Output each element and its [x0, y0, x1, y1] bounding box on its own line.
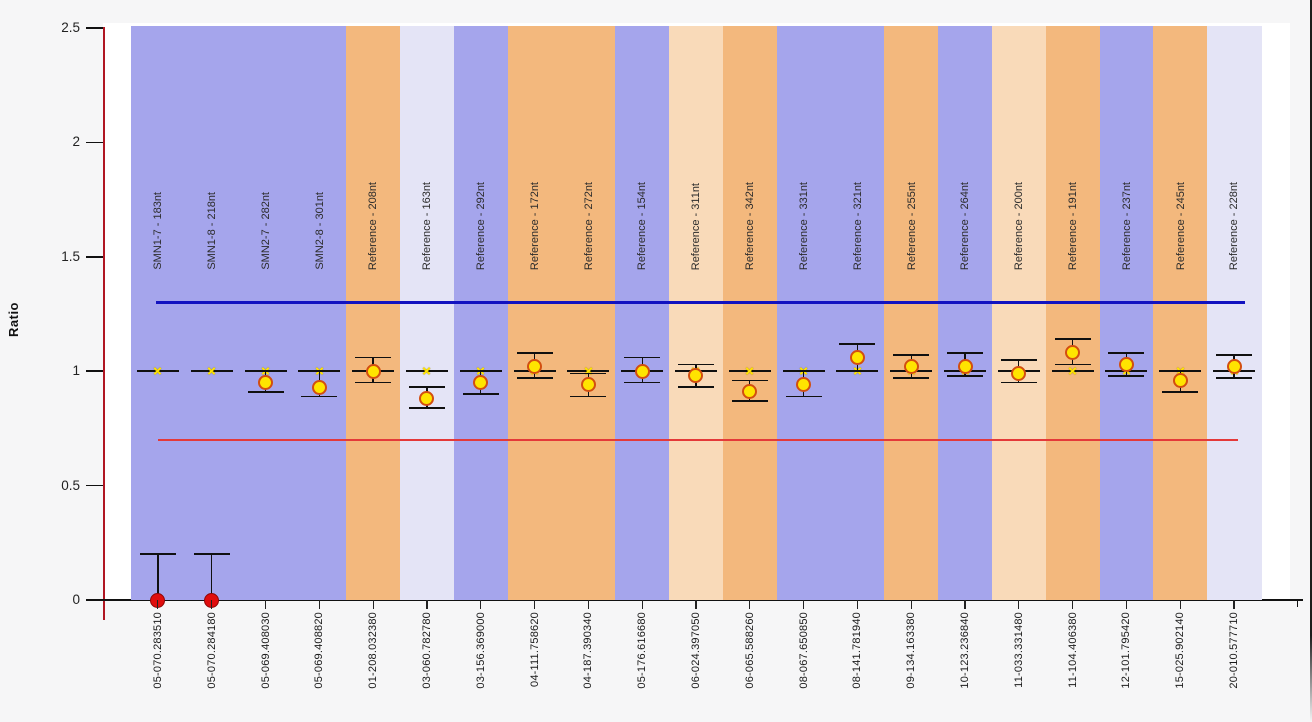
y-axis-line	[103, 27, 105, 620]
data-point[interactable]	[419, 391, 435, 407]
data-point[interactable]	[849, 349, 865, 365]
x-tick-mark	[480, 600, 482, 609]
x-tick-mark	[964, 600, 966, 609]
y-tick-label: 2.5	[61, 20, 80, 35]
sample-x-label: 04-187.390340	[582, 612, 595, 689]
sample-x-label: 06-024.397050	[689, 612, 702, 689]
y-tick-mark	[86, 370, 104, 372]
data-point[interactable]	[311, 379, 327, 395]
x-tick-mark	[695, 600, 697, 609]
data-point[interactable]	[1011, 365, 1027, 381]
x-tick-mark	[749, 600, 751, 609]
x-tick-mark	[318, 600, 320, 609]
data-point[interactable]	[527, 359, 543, 375]
data-point[interactable]	[258, 375, 273, 391]
x-tick-mark	[372, 600, 374, 609]
data-point[interactable]	[1226, 359, 1242, 375]
y-tick-mark	[86, 27, 104, 29]
sample-x-label: 11-033.331480	[1012, 612, 1025, 688]
x-tick-mark	[910, 600, 912, 609]
x-tick-mark	[1018, 600, 1020, 609]
data-point[interactable]	[1065, 345, 1081, 361]
sample-x-label: 08-141.781940	[851, 612, 864, 689]
y-tick-mark	[86, 599, 104, 601]
x-tick-mark	[1125, 600, 1128, 609]
sample-x-label: 01-208.032380	[367, 612, 380, 689]
data-point[interactable]	[150, 592, 166, 608]
sample-x-label: 11-104.406380	[1066, 612, 1079, 688]
sample-x-label: 15-025.902140	[1174, 612, 1187, 689]
upper-threshold-line	[156, 301, 1245, 304]
x-tick-mark	[1179, 600, 1181, 609]
y-tick-mark	[86, 256, 104, 258]
sample-x-label: 05-069.408820	[313, 612, 326, 689]
x-tick-mark	[641, 600, 643, 609]
data-point[interactable]	[473, 375, 489, 391]
sample-x-label: 05-070.284180	[205, 612, 218, 689]
sample-x-label: 05-069.408030	[259, 612, 272, 689]
x-axis-line	[103, 599, 1303, 601]
y-tick-label: 0	[72, 592, 80, 607]
lower-threshold-line	[158, 438, 1238, 442]
sample-x-label: 05-070.283510	[151, 612, 164, 689]
y-tick-label: 1	[72, 363, 80, 379]
y-axis-title: Ratio	[6, 302, 21, 337]
sample-x-label: 12-101.795420	[1120, 612, 1133, 689]
sample-x-label: 08-067.650850	[797, 612, 810, 689]
sample-x-label: 04-111.758620	[528, 612, 541, 687]
x-tick-mark	[264, 600, 267, 609]
sample-x-label: 10-123.236840	[959, 612, 972, 689]
data-point[interactable]	[365, 363, 381, 379]
y-tick-label: 0.5	[61, 477, 80, 493]
axis-end-tick	[1297, 600, 1299, 607]
y-tick-label: 1.5	[61, 248, 80, 264]
y-tick-label: 2	[72, 134, 80, 150]
sample-x-label: 05-176.616680	[636, 612, 649, 689]
sample-x-label: 09-134.163380	[905, 612, 918, 689]
page-right-edge	[1309, 0, 1312, 722]
data-point[interactable]	[634, 363, 650, 379]
x-tick-mark	[803, 600, 805, 609]
sample-x-label: 03-156.369000	[474, 612, 487, 689]
x-tick-mark	[1233, 600, 1235, 609]
plot-background	[103, 23, 1290, 601]
y-tick-mark	[86, 141, 104, 144]
x-tick-mark	[1072, 600, 1074, 609]
data-point[interactable]	[1118, 356, 1134, 372]
sample-x-label: 03-060.782780	[420, 612, 433, 689]
data-point[interactable]	[903, 359, 919, 375]
data-point[interactable]	[688, 368, 704, 384]
sample-x-label: 20-010.577710	[1228, 612, 1241, 689]
data-point[interactable]	[1172, 372, 1188, 388]
sample-x-label: 06-065.588260	[743, 612, 756, 689]
x-tick-mark	[587, 600, 589, 609]
y-tick-mark	[86, 484, 104, 487]
data-point[interactable]	[796, 377, 812, 393]
data-point[interactable]	[580, 377, 596, 393]
x-tick-mark	[426, 600, 428, 609]
x-tick-mark	[533, 600, 536, 609]
data-point[interactable]	[957, 359, 973, 375]
data-point[interactable]	[204, 592, 220, 608]
data-point[interactable]	[742, 384, 758, 400]
x-tick-mark	[856, 600, 858, 609]
